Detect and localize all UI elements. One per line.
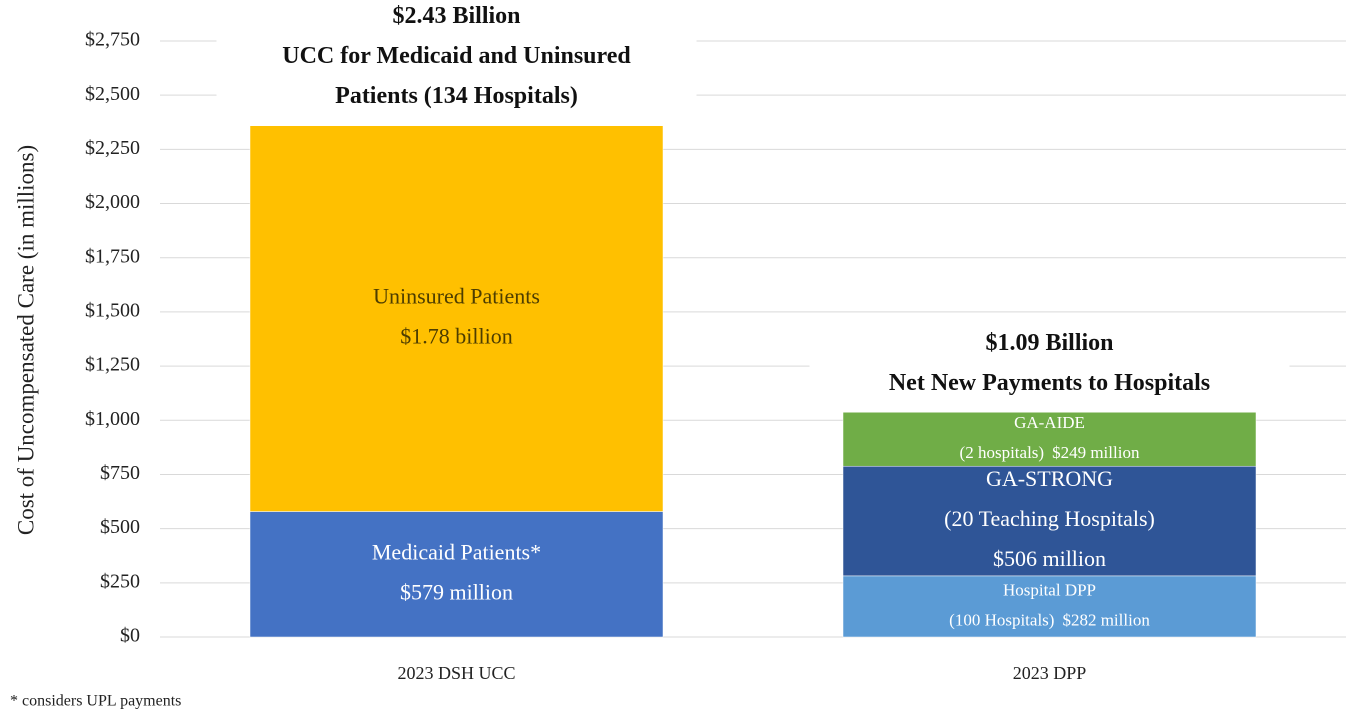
y-tick-label: $750 — [100, 462, 140, 484]
y-tick-label: $2,000 — [85, 191, 140, 213]
bar-segment — [842, 412, 1257, 467]
annotation: UCC for Medicaid and Uninsured — [282, 43, 631, 69]
bar-segment — [842, 575, 1257, 638]
segment-label-part: Medicaid Patients* — [372, 539, 541, 564]
y-axis-label: Cost of Uncompensated Care (in millions) — [13, 145, 38, 535]
y-tick-label: $2,250 — [85, 137, 140, 159]
annotation: $1.09 Billion — [985, 330, 1113, 356]
segment-label: GA-STRONG — [986, 466, 1113, 491]
segment-label: (2 hospitals) $249 million — [960, 443, 1140, 462]
bar-segment — [249, 511, 664, 638]
segment-label: GA-AIDE — [1014, 413, 1085, 432]
y-tick-label: $250 — [100, 570, 140, 592]
segment-label-part: Hospital DPP — [1003, 580, 1096, 599]
y-tick-label: $2,500 — [85, 83, 140, 105]
annotation: Net New Payments to Hospitals — [889, 370, 1210, 396]
segment-label-part: GA-AIDE — [1014, 413, 1085, 432]
segment-label-part: $506 million — [993, 546, 1106, 571]
segment-label: (100 Hospitals) $282 million — [949, 610, 1150, 629]
y-tick-label: $1,250 — [85, 354, 140, 376]
segment-label-part: (20 Teaching Hospitals) — [944, 506, 1155, 531]
segment-label: Uninsured Patients — [373, 284, 540, 309]
segment-label-part: Uninsured Patients — [373, 284, 540, 309]
segment-label: $579 million — [400, 579, 513, 604]
bar-segment — [249, 125, 664, 512]
y-tick-label: $2,750 — [85, 29, 140, 51]
y-tick-label: $0 — [120, 625, 140, 647]
x-tick-label: 2023 DPP — [1013, 663, 1087, 683]
segment-label-part: $1.78 billion — [400, 324, 512, 349]
segment-label-part: (2 hospitals) — [960, 443, 1045, 462]
y-tick-label: $1,750 — [85, 245, 140, 267]
x-tick-label: 2023 DSH UCC — [397, 663, 515, 683]
segment-label-part: (100 Hospitals) — [949, 610, 1054, 629]
segment-label-part: GA-STRONG — [986, 466, 1113, 491]
y-tick-label: $1,000 — [85, 408, 140, 430]
footnote: * considers UPL payments — [10, 693, 181, 710]
y-tick-label: $1,500 — [85, 300, 140, 322]
annotation-background — [809, 324, 1290, 405]
y-tick-label: $500 — [100, 516, 140, 538]
segment-label-part: $579 million — [400, 579, 513, 604]
annotation-background — [216, 0, 697, 118]
segment-label: Medicaid Patients* — [372, 539, 541, 564]
segment-label-part: $282 million — [1062, 610, 1150, 629]
segment-label: $506 million — [993, 546, 1106, 571]
segment-label: (20 Teaching Hospitals) — [944, 506, 1155, 531]
annotation: $2.43 Billion — [392, 3, 520, 29]
segment-label: Hospital DPP — [1003, 580, 1096, 599]
bar-segment — [842, 465, 1257, 577]
segment-label-part: $249 million — [1052, 443, 1140, 462]
segment-label: $1.78 billion — [400, 324, 512, 349]
annotation: Patients (134 Hospitals) — [335, 83, 578, 109]
